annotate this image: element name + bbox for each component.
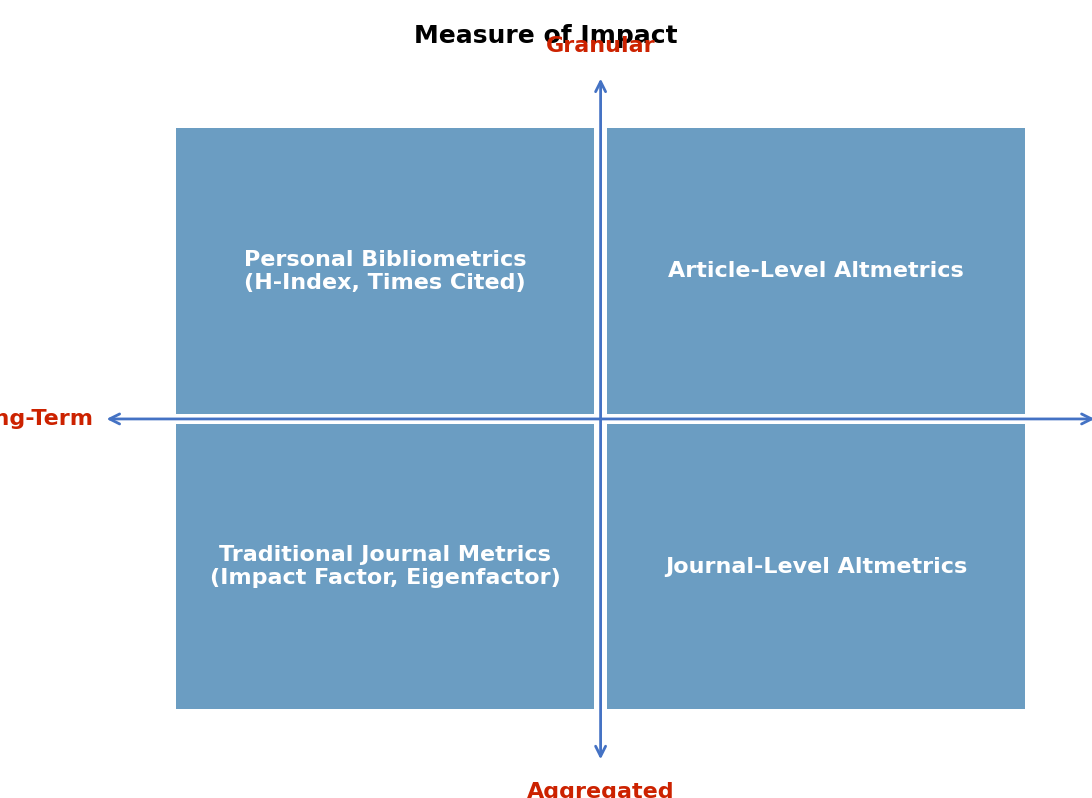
Text: Article-Level Altmetrics: Article-Level Altmetrics bbox=[668, 261, 964, 282]
Text: Measure of Impact: Measure of Impact bbox=[414, 24, 678, 48]
Bar bbox=[607, 424, 1025, 709]
Text: Traditional Journal Metrics
(Impact Factor, Eigenfactor): Traditional Journal Metrics (Impact Fact… bbox=[210, 545, 560, 588]
Text: Granular: Granular bbox=[546, 36, 655, 56]
Text: Long-Term: Long-Term bbox=[0, 409, 93, 429]
Text: Aggregated: Aggregated bbox=[526, 782, 675, 798]
Text: Journal-Level Altmetrics: Journal-Level Altmetrics bbox=[665, 556, 968, 577]
Bar bbox=[607, 128, 1025, 414]
Text: Personal Bibliometrics
(H-Index, Times Cited): Personal Bibliometrics (H-Index, Times C… bbox=[244, 250, 526, 293]
Bar bbox=[176, 128, 594, 414]
Bar bbox=[176, 424, 594, 709]
